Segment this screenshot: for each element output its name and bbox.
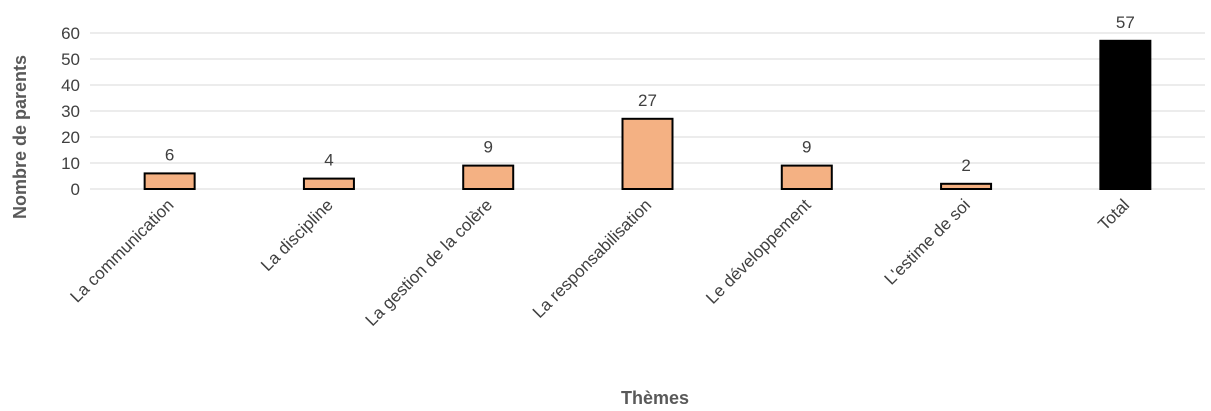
category-labels: La communication La discipline La gestion … (66, 195, 1133, 330)
data-label: 6 (165, 145, 174, 164)
y-tick-label: 60 (61, 24, 80, 43)
x-axis-title: Thèmes (621, 388, 689, 408)
bar (621, 117, 674, 190)
y-tick-label: 40 (61, 76, 80, 95)
bar (1099, 39, 1152, 190)
y-axis-ticks: 0 10 20 30 40 50 60 (61, 24, 80, 199)
y-tick-label: 30 (61, 102, 80, 121)
category-label: La gestion de la colère (362, 195, 496, 329)
bar (780, 164, 833, 191)
category-label: Le développement (702, 195, 815, 308)
data-label: 9 (483, 138, 492, 157)
bar (302, 177, 355, 191)
y-tick-label: 50 (61, 50, 80, 69)
bar (940, 182, 993, 191)
bar (462, 164, 515, 191)
y-axis-title: Nombre de parents (10, 55, 30, 219)
category-label: Total (1094, 195, 1133, 234)
bar (143, 172, 196, 190)
y-tick-label: 10 (61, 154, 80, 173)
category-label: La communication (66, 195, 177, 306)
category-label: La discipline (257, 195, 337, 275)
data-label: 9 (802, 138, 811, 157)
bars (143, 39, 1152, 191)
data-label: 57 (1116, 13, 1135, 32)
data-label: 27 (638, 91, 657, 110)
data-label: 2 (961, 156, 970, 175)
y-tick-label: 20 (61, 128, 80, 147)
y-tick-label: 0 (71, 180, 80, 199)
data-label: 4 (324, 151, 333, 170)
category-label: L'estime de soi (881, 195, 974, 288)
data-labels: 6 4 9 27 9 2 57 (165, 13, 1135, 175)
category-label: La responsabilisation (529, 195, 655, 321)
